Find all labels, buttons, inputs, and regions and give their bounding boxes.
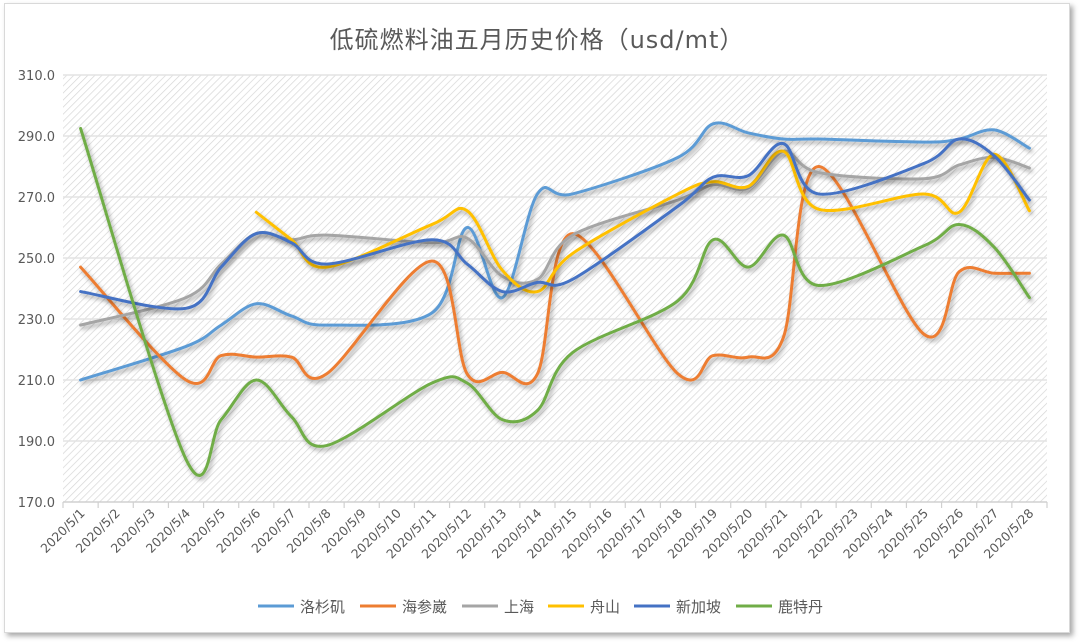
series-line-4 <box>254 149 1031 294</box>
series-line-6 <box>79 126 1031 477</box>
legend-label: 洛杉矶 <box>300 598 345 616</box>
legend-label: 鹿特丹 <box>778 598 823 616</box>
series-line-5 <box>79 137 1031 311</box>
legend-label: 舟山 <box>590 598 620 616</box>
y-tick-label: 230.0 <box>18 313 55 328</box>
y-tick-label: 250.0 <box>18 252 55 267</box>
y-tick-label: 290.0 <box>18 130 55 145</box>
legend-label: 海参崴 <box>402 598 447 616</box>
y-tick-label: 310.0 <box>18 69 55 84</box>
y-tick-label: 270.0 <box>18 191 55 206</box>
y-tick-label: 190.0 <box>18 435 55 450</box>
series-line-2 <box>79 164 1031 386</box>
y-tick-label: 170.0 <box>18 496 55 511</box>
legend-label: 上海 <box>504 598 534 616</box>
chart-title: 低硫燃料油五月历史价格（usd/mt） <box>329 26 745 54</box>
plot-area <box>63 75 1047 502</box>
y-tick-label: 210.0 <box>18 374 55 389</box>
series-line-1 <box>79 121 1031 382</box>
legend-label: 新加坡 <box>676 598 721 616</box>
